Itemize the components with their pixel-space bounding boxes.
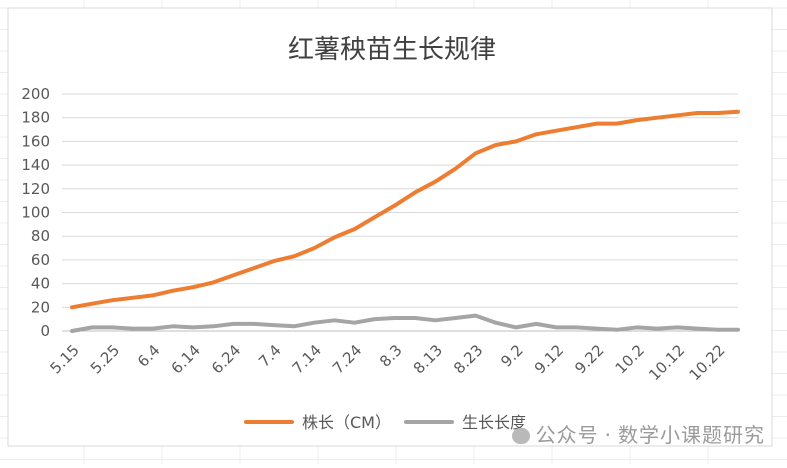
series-lines — [70, 109, 740, 333]
y-tick-label: 0 — [40, 322, 50, 340]
gridlines — [62, 93, 738, 332]
watermark: 公众号 · 数学小课题研究 — [511, 419, 765, 448]
y-tick-label: 200 — [21, 85, 50, 103]
watermark-name: 数学小课题研究 — [618, 423, 765, 447]
legend: 株长（CM） 生长长度 — [244, 413, 526, 432]
y-tick-label: 160 — [21, 132, 50, 150]
y-tick-label: 100 — [21, 204, 50, 222]
watermark-prefix: 公众号 — [535, 423, 599, 447]
chart-title: 红薯秧苗生长规律 — [288, 35, 496, 65]
y-tick-label: 20 — [31, 298, 50, 316]
y-tick-label: 40 — [31, 275, 50, 293]
chart-frame — [7, 7, 773, 447]
y-tick-label: 60 — [31, 251, 50, 269]
y-tick-label: 80 — [31, 227, 50, 245]
series-line-growth-length — [70, 313, 740, 333]
legend-label: 生长长度 — [462, 413, 526, 432]
y-tick-label: 120 — [21, 180, 50, 198]
wechat-icon — [511, 428, 530, 444]
y-axis-labels: 0 20 40 60 80 100 120 140 160 180 200 — [21, 85, 50, 340]
y-tick-label: 140 — [21, 156, 50, 174]
y-tick-label: 180 — [21, 109, 50, 127]
series-line-plant-length — [70, 109, 740, 310]
legend-label: 株长（CM） — [302, 413, 391, 432]
watermark-separator: · — [604, 423, 612, 447]
